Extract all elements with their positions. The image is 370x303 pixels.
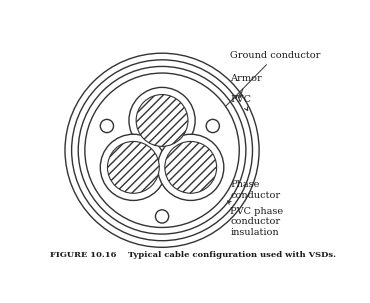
Text: PVC: PVC bbox=[231, 95, 252, 111]
Circle shape bbox=[78, 66, 246, 234]
Circle shape bbox=[165, 142, 217, 193]
Circle shape bbox=[72, 60, 252, 241]
Text: Armor: Armor bbox=[231, 74, 262, 98]
Circle shape bbox=[107, 142, 159, 193]
Circle shape bbox=[136, 95, 188, 146]
Circle shape bbox=[206, 119, 219, 133]
Circle shape bbox=[158, 134, 224, 201]
Text: FIGURE 10.16    Typical cable configuration used with VSDs.: FIGURE 10.16 Typical cable configuration… bbox=[50, 251, 336, 259]
Circle shape bbox=[155, 210, 169, 223]
Text: Phase
conductor: Phase conductor bbox=[214, 179, 280, 200]
Circle shape bbox=[65, 53, 259, 247]
Text: Ground conductor: Ground conductor bbox=[215, 51, 321, 117]
Text: PVC phase
conductor
insulation: PVC phase conductor insulation bbox=[228, 201, 283, 237]
Circle shape bbox=[85, 73, 239, 228]
Circle shape bbox=[100, 119, 114, 133]
Circle shape bbox=[100, 134, 166, 201]
Circle shape bbox=[129, 87, 195, 154]
